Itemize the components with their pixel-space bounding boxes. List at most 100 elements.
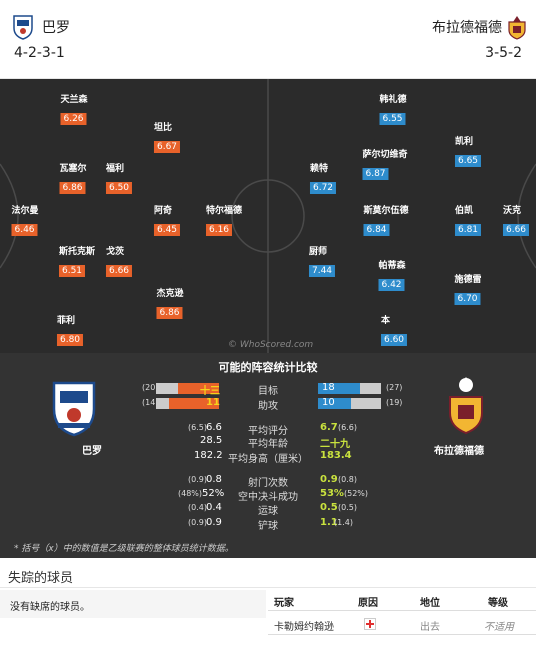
no-missing-text: 没有缺席的球员。 <box>10 602 90 613</box>
away-league-avg: (27) <box>386 383 403 392</box>
player-name: 阿奇 <box>153 206 172 216</box>
away-league-avg: (19) <box>386 398 403 407</box>
away-league-avg: (0.5) <box>338 503 357 512</box>
away-formation: 3-5-2 <box>485 45 522 61</box>
away-value: 二十九 <box>320 439 350 450</box>
player-name: 瓦塞尔 <box>59 164 87 174</box>
stats-footnote: * 括号（x）中的数值是乙级联赛的整体球员统计数据。 <box>14 544 234 554</box>
stat-row-tackles: (0.9) 0.9 铲球 1.1 (1.4) <box>0 517 536 532</box>
player-name: 福利 <box>105 164 124 174</box>
home-player[interactable]: 坦比 6.67 <box>153 122 181 153</box>
home-value: 6.6 <box>206 422 222 433</box>
away-player[interactable]: 本 6.60 <box>380 315 408 346</box>
away-league-avg: (1.4) <box>334 518 353 527</box>
stat-label: 铲球 <box>258 521 278 532</box>
player-rating: 7.44 <box>308 265 336 277</box>
away-player[interactable]: 厨师 7.44 <box>308 246 336 277</box>
bradford-crest-icon[interactable] <box>506 14 528 40</box>
stat-bar-row-goals: (20) 十三 目标 18 (27) <box>0 382 536 397</box>
match-header: 巴罗 4-2-3-1 布拉德福德 3-5-2 <box>0 0 536 79</box>
home-league-avg: (0.9) <box>188 475 207 484</box>
home-league-avg: (20) <box>142 383 159 392</box>
away-player[interactable]: 施德雷 6.70 <box>454 274 482 305</box>
missing-player-name[interactable]: 卡勒姆约翰逊 <box>274 622 334 633</box>
player-name: 厨师 <box>308 247 327 257</box>
away-player[interactable]: 韩礼德 6.55 <box>379 94 407 125</box>
injury-cross-icon <box>364 618 376 630</box>
col-header-status[interactable]: 地位 <box>420 598 440 609</box>
home-league-avg: (0.9) <box>188 518 207 527</box>
home-value: 0.4 <box>206 502 222 513</box>
home-player[interactable]: 天兰森 6.26 <box>60 94 88 125</box>
home-player[interactable]: 菲利 6.80 <box>56 315 84 346</box>
stat-label: 平均年龄 <box>248 439 288 450</box>
stat-row-avg-age: 28.5 平均年龄 二十九 <box>0 435 536 450</box>
away-team-label[interactable]: 布拉德福德 <box>434 446 484 457</box>
home-value: 十三 <box>200 386 220 397</box>
away-value: 183.4 <box>320 450 352 461</box>
col-header-player[interactable]: 玩家 <box>274 598 294 609</box>
table-divider <box>268 634 536 635</box>
home-player[interactable]: 法尔曼 6.46 <box>11 205 39 236</box>
away-value: 18 <box>322 382 335 393</box>
home-bar-fill <box>169 398 219 409</box>
home-player[interactable]: 戈茨 6.66 <box>105 246 133 277</box>
player-rating: 6.86 <box>156 307 183 319</box>
table-divider <box>268 610 536 611</box>
away-team-name[interactable]: 布拉德福德 <box>432 20 502 36</box>
player-rating: 6.72 <box>309 182 337 194</box>
home-team-label[interactable]: 巴罗 <box>82 446 102 457</box>
lineup-pitch: 天兰森 6.26 瓦塞尔 6.86 法尔曼 6.46 斯托克斯 6.51 菲利 … <box>0 79 536 353</box>
barrow-crest-icon[interactable] <box>12 14 34 40</box>
missing-player-status: 出去 <box>420 622 440 633</box>
player-rating: 6.81 <box>454 224 482 236</box>
player-rating: 6.80 <box>56 334 84 346</box>
stat-row-aerial-won: (48%) 52% 空中决斗成功 53% (52%) <box>0 488 536 503</box>
home-bar-fill <box>178 383 219 394</box>
away-value: 6.7 <box>320 422 338 433</box>
home-player[interactable]: 瓦塞尔 6.86 <box>59 163 87 194</box>
home-league-avg: (14) <box>142 398 159 407</box>
missing-players-title: 失踪的球员 <box>8 571 74 586</box>
away-player[interactable]: 伯凯 6.81 <box>454 205 482 236</box>
home-team-name[interactable]: 巴罗 <box>42 20 70 36</box>
player-name: 本 <box>380 316 390 326</box>
home-value: 182.2 <box>194 450 223 461</box>
away-player[interactable]: 沃克 6.66 <box>502 205 530 236</box>
stat-row-dribbles: (0.4) 0.4 运球 0.5 (0.5) <box>0 502 536 517</box>
player-name: 沃克 <box>502 206 521 216</box>
home-player[interactable]: 阿奇 6.45 <box>153 205 181 236</box>
player-rating: 6.46 <box>11 224 38 236</box>
away-player[interactable]: 萨尔切维奇 6.87 <box>362 149 408 180</box>
player-name: 凯利 <box>454 137 473 147</box>
stat-label: 运球 <box>258 506 278 517</box>
player-name: 特尔福德 <box>205 206 243 216</box>
player-rating: 6.87 <box>362 168 389 180</box>
away-value: 10 <box>322 397 335 408</box>
away-league-avg: (52%) <box>344 489 369 498</box>
away-player[interactable]: 斯莫尔伍德 6.84 <box>363 205 409 236</box>
watermark: © WhoScored.com <box>228 340 314 350</box>
player-name: 斯莫尔伍德 <box>363 206 409 216</box>
away-player[interactable]: 凯利 6.65 <box>454 136 482 167</box>
home-value: 11 <box>206 397 220 408</box>
home-formation: 4-2-3-1 <box>14 45 65 61</box>
away-bar-fill <box>318 383 360 394</box>
away-player[interactable]: 赖特 6.72 <box>309 163 337 194</box>
home-player[interactable]: 斯托克斯 6.51 <box>58 246 95 277</box>
col-header-level[interactable]: 等级 <box>488 598 508 609</box>
lineup-stats-comparison: 可能的阵容统计比较 巴罗 布拉德福德 (20) 十三 目标 18 (27) (1… <box>0 353 536 558</box>
home-player[interactable]: 福利 6.50 <box>105 163 133 194</box>
player-rating: 6.16 <box>205 224 233 236</box>
stats-title: 可能的阵容统计比较 <box>218 361 318 374</box>
away-bar-fill <box>318 398 351 409</box>
barrow-badge-icon <box>52 381 96 437</box>
home-league-avg: (48%) <box>178 489 203 498</box>
player-name: 赖特 <box>309 164 328 174</box>
away-player[interactable]: 帕蒂森 6.42 <box>378 260 406 291</box>
home-player[interactable]: 特尔福德 6.16 <box>205 205 243 236</box>
stat-label: 平均身高（厘米） <box>228 454 308 465</box>
col-header-reason[interactable]: 原因 <box>358 598 378 609</box>
missing-player-level: 不适用 <box>484 622 514 633</box>
home-player[interactable]: 杰克逊 6.86 <box>156 288 184 319</box>
